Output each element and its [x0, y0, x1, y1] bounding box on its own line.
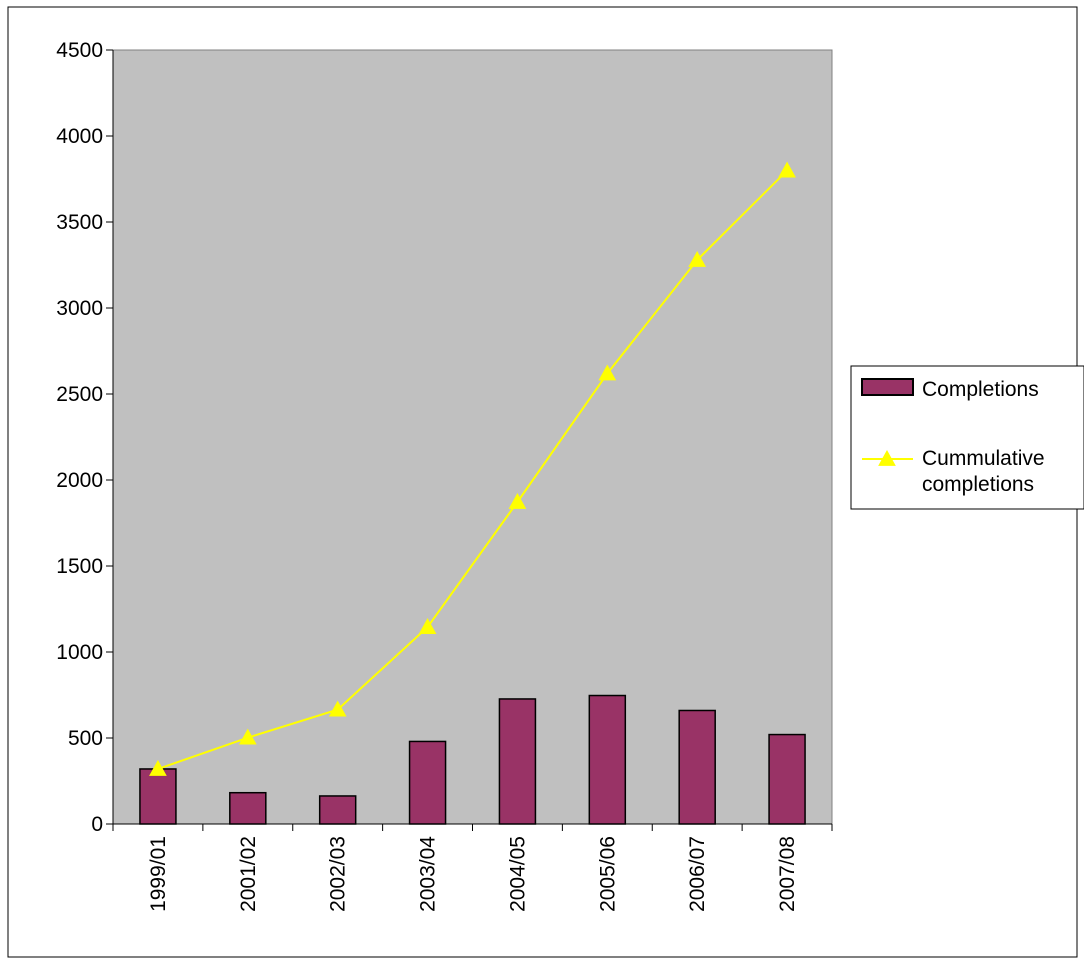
- line-marker: [598, 364, 617, 381]
- x-tick-label: 2001/02: [237, 836, 260, 912]
- x-tick-label: 2003/04: [417, 836, 440, 912]
- x-tick-label: 2005/06: [596, 836, 619, 912]
- legend-swatch-completions: [861, 378, 914, 396]
- y-tick-label: 4500: [56, 39, 103, 62]
- line-marker: [508, 492, 527, 509]
- y-tick-label: 3500: [56, 211, 103, 234]
- y-tick-label: 2000: [56, 469, 103, 492]
- legend-label-cumulative: completions: [922, 473, 1034, 496]
- line-marker: [418, 618, 437, 634]
- bar-completions: [408, 740, 447, 825]
- legend: Completions Cummulative completions: [850, 365, 1084, 510]
- y-tick-label: 2500: [56, 383, 103, 406]
- cumulative-line: [149, 161, 796, 776]
- bar-completions: [229, 791, 267, 825]
- y-tick-label: 1000: [56, 641, 103, 664]
- x-tick-label: 1999/01: [147, 836, 170, 912]
- x-tick-label: 2007/08: [776, 836, 799, 912]
- y-tick-label: 1500: [56, 555, 103, 578]
- line-marker: [149, 759, 167, 776]
- y-tick-label: 4000: [56, 125, 103, 148]
- bar-completions: [678, 709, 716, 825]
- line-marker: [778, 161, 796, 178]
- y-tick-label: 0: [91, 813, 103, 836]
- x-tick-label: 2006/07: [686, 836, 709, 912]
- line-marker: [328, 700, 347, 717]
- bar-completions: [498, 698, 537, 825]
- x-tick-label: 2004/05: [506, 836, 529, 912]
- y-tick-label: 500: [68, 727, 103, 750]
- legend-marker-cumulative: [878, 449, 896, 466]
- axes: 0 500 1000 1500 2000 2500 3000 3500 4000 4500 1999…: [56, 39, 833, 912]
- bar-completions: [588, 694, 627, 825]
- plot-area: [112, 49, 833, 825]
- bar-completions: [318, 795, 357, 825]
- line-marker: [238, 728, 257, 745]
- legend-label-completions: Completions: [922, 378, 1039, 401]
- line-marker: [688, 250, 707, 267]
- completions-bars: [139, 694, 806, 825]
- x-tick-label: 2002/03: [327, 836, 350, 912]
- y-tick-label: 3000: [56, 297, 103, 320]
- bar-completions: [768, 733, 806, 825]
- line-cumulative-completions: [157, 169, 788, 770]
- legend-label-cumulative: Cummulative: [922, 447, 1045, 470]
- bar-completions: [139, 768, 177, 825]
